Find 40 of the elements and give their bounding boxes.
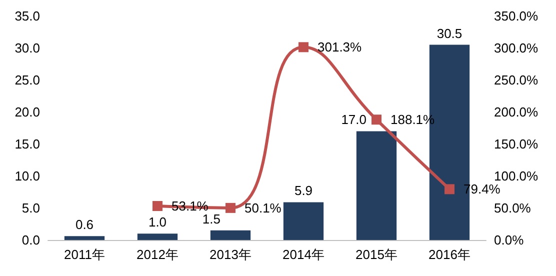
y-tick-label: 30.0 [14,40,40,56]
data-label: 301.3% [318,40,362,55]
bar [64,236,105,240]
bar [283,202,324,240]
x-tick-label: 2014年 [282,247,324,262]
y-tick-label: 0.0 [22,232,40,248]
data-label: 0.6 [75,217,94,232]
point [372,114,382,125]
y2-tick-label: 350.0% [494,8,539,24]
y2-tick-label: 100.0% [494,168,539,184]
data-label: 1.0 [148,214,167,230]
y2-tick-label: 150.0% [494,136,539,152]
x-tick-label: 2015年 [356,247,398,262]
y-tick-label: 20.0 [14,104,40,120]
y-tick-label: 15.0 [14,136,40,152]
data-label: 17.0 [341,112,367,128]
x-tick-label: 2012年 [136,247,178,262]
bar [356,131,397,240]
data-label: 1.5 [202,211,221,226]
x-tick-label: 2011年 [64,247,105,262]
point [226,202,236,213]
bar [210,230,251,240]
y2-tick-label: 300.0% [494,40,539,56]
point [298,42,308,52]
data-label: 50.1% [244,200,282,216]
data-label: 30.5 [436,26,462,41]
y2-tick-label: 50.0% [494,200,532,216]
y-tick-label: 35.0 [14,8,40,24]
y2-tick-label: 0.0% [494,232,524,248]
y-tick-label: 25.0 [14,72,40,88]
y2-tick-label: 200.0% [494,104,539,120]
point [152,201,162,212]
x-tick-label: 2013年 [210,247,252,262]
x-tick-label: 2016年 [428,247,470,262]
bar [137,234,178,240]
y-tick-label: 10.0 [14,168,40,184]
data-label: 5.9 [294,183,313,198]
y-tick-label: 5.0 [22,200,40,216]
y2-tick-label: 250.0% [494,72,539,88]
point [444,184,454,194]
